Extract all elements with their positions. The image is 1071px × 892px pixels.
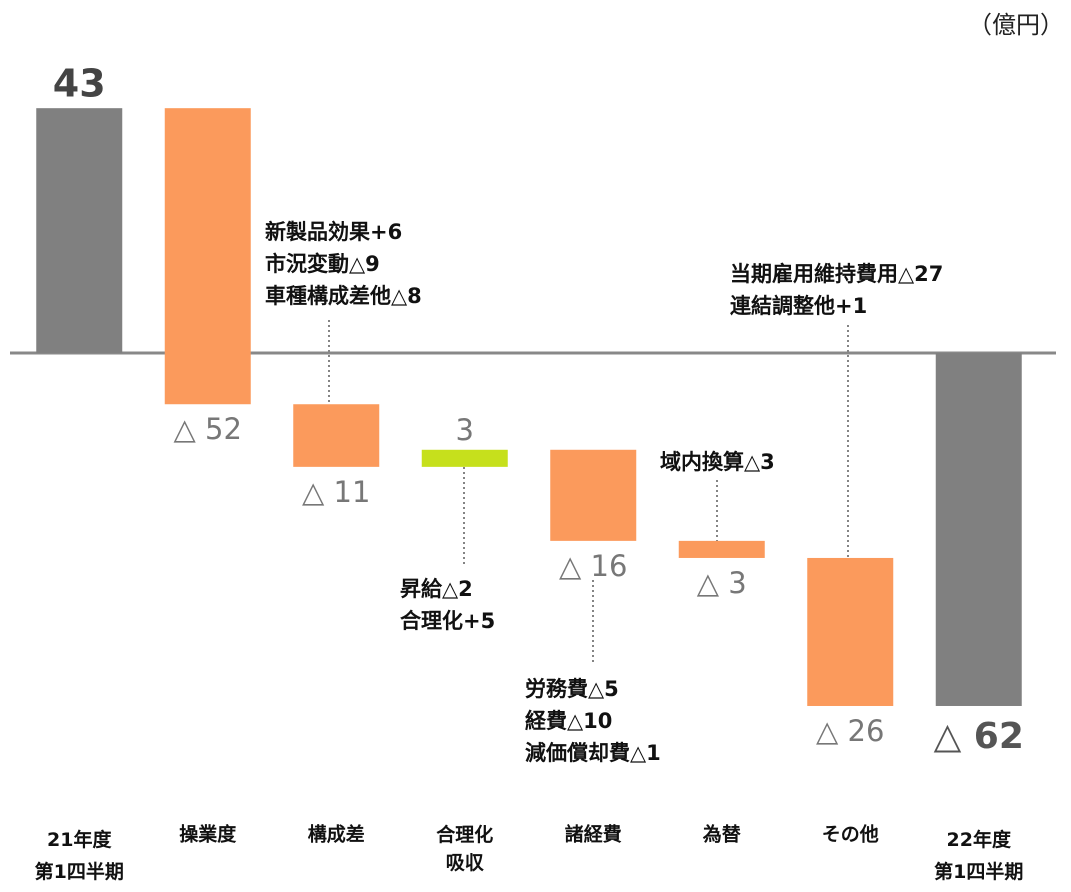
value-label: △ 62 [934,716,1024,757]
x-tick-label: 22年度第1四半期 [934,828,1023,883]
annotation: 連結調整他+1 [730,294,867,318]
x-tick-label: 合理化吸収 [436,823,493,874]
annotation: 市況変動△9 [265,252,380,276]
annotation: 合理化+5 [400,609,495,633]
annotation: 新製品効果+6 [265,220,402,244]
bar [935,352,1022,706]
value-label: △ 26 [816,714,884,748]
annotation: 車種構成差他△8 [265,284,422,308]
value-label: △ 3 [697,566,747,600]
value-label: △ 16 [559,549,627,583]
bar [421,449,508,467]
annotation: 経費△10 [525,709,612,733]
value-label: △ 11 [302,475,370,509]
bar [164,108,251,405]
annotation: 域内換算△3 [660,450,775,474]
annotation: 労務費△5 [525,677,619,701]
bar [36,108,123,353]
annotation: 当期雇用維持費用△27 [730,262,943,286]
annotation: 昇給△2 [400,577,473,601]
annotation: 減価償却費△1 [525,741,661,765]
x-tick-label: 構成差 [308,823,365,846]
unit-label: （億円） [968,11,1064,39]
value-label: △ 52 [174,412,242,446]
bar [807,557,894,706]
x-tick-label: 諸経費 [565,823,622,846]
bar [293,404,380,467]
x-tick-label: 21年度第1四半期 [35,828,124,883]
bar [550,449,637,541]
x-tick-label: 為替 [703,823,742,846]
value-label: 43 [53,62,106,106]
value-label: 3 [456,413,474,447]
x-tick-label: 操業度 [179,823,237,846]
x-tick-label: その他 [822,823,879,846]
bar [678,540,765,558]
